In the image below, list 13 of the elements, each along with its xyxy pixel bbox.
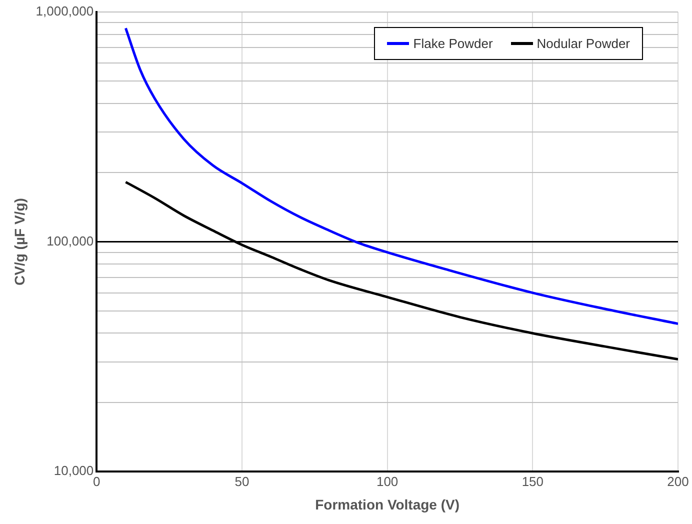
- legend-label: Flake Powder: [413, 36, 493, 51]
- x-tick-label: 50: [234, 474, 250, 489]
- x-tick-label: 0: [93, 474, 100, 489]
- y-axis-title: CV/g (µF V/g): [11, 198, 28, 286]
- legend-label: Nodular Powder: [536, 36, 630, 51]
- line-series: [124, 26, 678, 325]
- y-tick-label: 100,000: [46, 233, 94, 248]
- y-tick-label: 1,000,000: [36, 4, 94, 19]
- x-axis-title: Formation Voltage (V): [315, 496, 460, 512]
- x-tick-label: 100: [376, 474, 398, 489]
- x-tick-label: 200: [667, 474, 689, 489]
- x-tick-label: 150: [522, 474, 544, 489]
- y-tick-label: 10,000: [54, 463, 94, 478]
